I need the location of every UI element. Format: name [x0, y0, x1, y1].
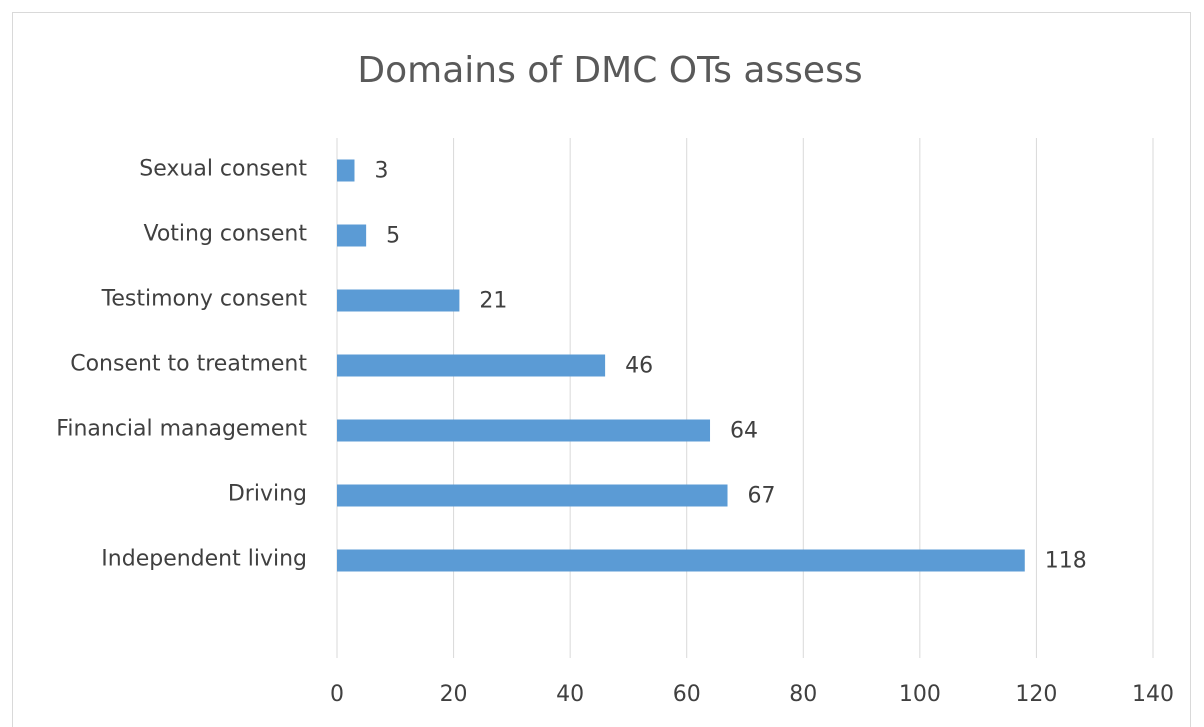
data-label: 46: [625, 354, 653, 379]
bar: [337, 289, 460, 312]
x-tick-label: 100: [899, 682, 941, 707]
bar: [337, 419, 711, 442]
data-label: 67: [748, 484, 776, 509]
bar: [337, 354, 606, 377]
bar: [337, 484, 728, 507]
y-tick-label: Testimony consent: [101, 287, 308, 312]
bar: [337, 549, 1025, 572]
data-label: 21: [479, 289, 507, 314]
y-tick-label: Driving: [228, 482, 307, 507]
chart-title: Domains of DMC OTs assess: [357, 50, 862, 91]
data-label: 3: [374, 159, 388, 184]
y-tick-label: Sexual consent: [139, 157, 307, 182]
y-tick-label: Independent living: [101, 547, 307, 572]
bar: [337, 159, 355, 182]
x-tick-label: 80: [789, 682, 817, 707]
x-tick-label: 20: [440, 682, 468, 707]
y-tick-label: Consent to treatment: [70, 352, 307, 377]
x-tick-label: 0: [330, 682, 344, 707]
bar: [337, 224, 367, 247]
x-tick-label: 140: [1132, 682, 1174, 707]
x-tick-label: 120: [1015, 682, 1057, 707]
y-tick-label: Financial management: [56, 417, 307, 442]
data-label: 64: [730, 419, 758, 444]
data-label: 118: [1045, 549, 1087, 574]
data-label: 5: [386, 224, 400, 249]
x-tick-label: 60: [673, 682, 701, 707]
y-tick-label: Voting consent: [143, 222, 307, 247]
x-tick-label: 40: [556, 682, 584, 707]
